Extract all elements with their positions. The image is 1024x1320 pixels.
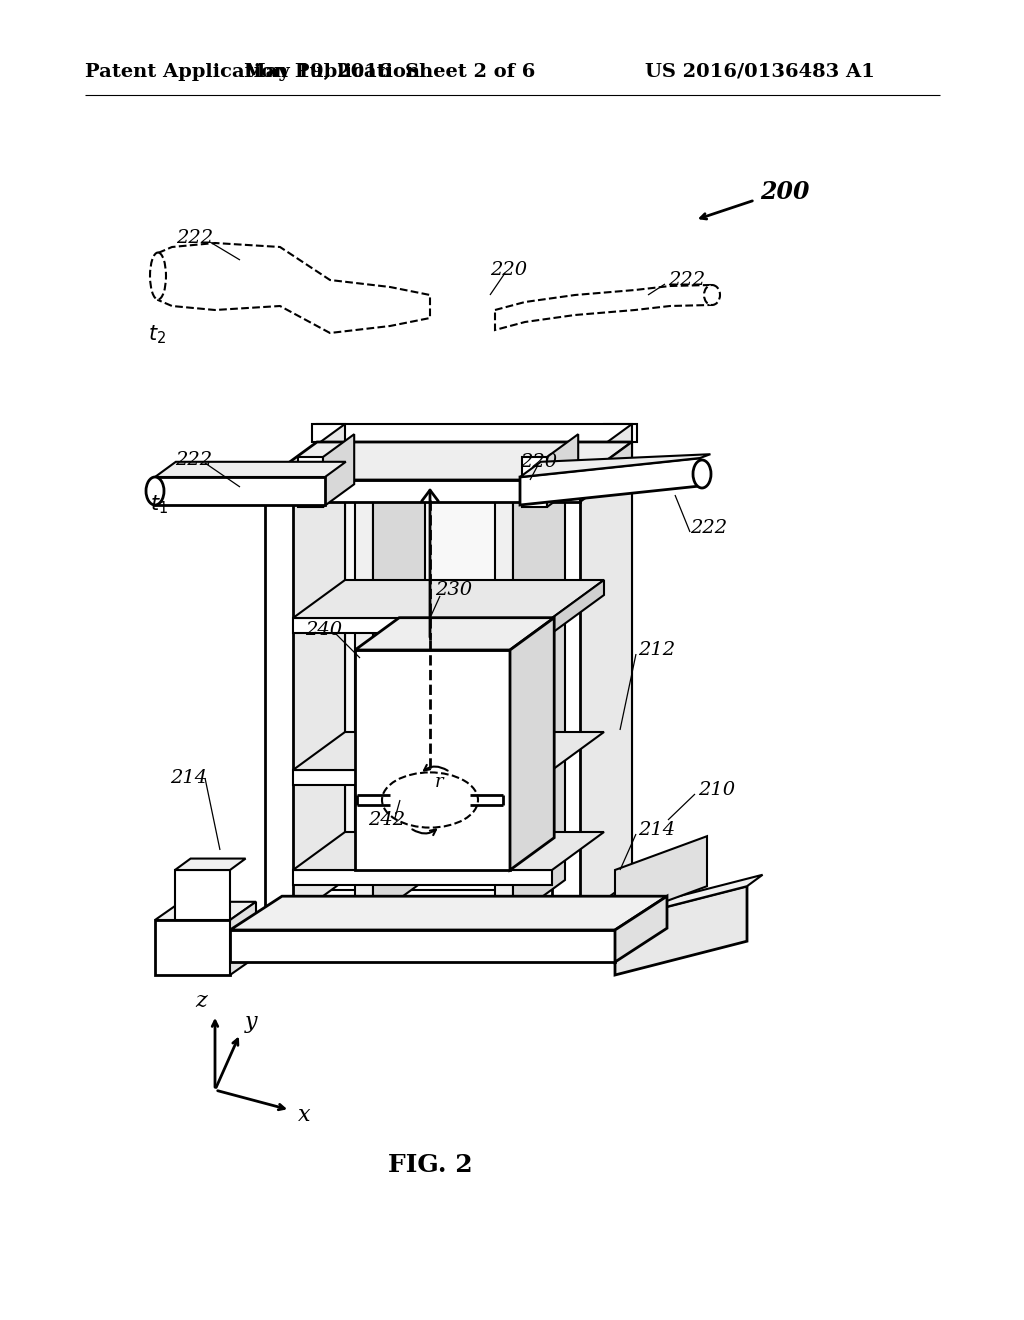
Polygon shape	[293, 770, 552, 785]
Polygon shape	[312, 873, 637, 890]
Polygon shape	[293, 832, 604, 870]
Text: 220: 220	[490, 261, 527, 279]
Polygon shape	[520, 454, 711, 477]
Polygon shape	[580, 424, 632, 917]
Polygon shape	[317, 424, 345, 880]
Polygon shape	[265, 442, 632, 480]
Polygon shape	[580, 442, 632, 502]
Polygon shape	[230, 931, 615, 962]
Polygon shape	[345, 424, 604, 880]
Polygon shape	[495, 482, 513, 917]
Text: 240: 240	[305, 620, 342, 639]
Text: 214: 214	[170, 770, 207, 787]
Polygon shape	[604, 424, 632, 880]
Polygon shape	[615, 896, 667, 962]
Polygon shape	[615, 886, 746, 975]
Polygon shape	[522, 457, 547, 507]
Polygon shape	[155, 920, 230, 975]
Text: z: z	[195, 990, 207, 1012]
Text: 212: 212	[638, 642, 675, 659]
Ellipse shape	[693, 459, 711, 488]
Polygon shape	[265, 480, 580, 502]
Polygon shape	[495, 285, 710, 330]
Text: x: x	[298, 1104, 310, 1126]
Polygon shape	[265, 462, 293, 917]
Polygon shape	[175, 858, 246, 870]
Polygon shape	[293, 733, 604, 770]
Polygon shape	[373, 444, 425, 917]
Polygon shape	[230, 896, 667, 931]
Text: y: y	[245, 1011, 258, 1032]
Text: 222: 222	[175, 451, 212, 469]
Polygon shape	[293, 870, 552, 884]
Polygon shape	[293, 618, 552, 634]
Polygon shape	[230, 902, 256, 975]
Polygon shape	[513, 444, 565, 917]
Polygon shape	[298, 457, 323, 507]
Polygon shape	[323, 434, 354, 507]
Polygon shape	[312, 424, 637, 442]
Polygon shape	[293, 579, 604, 618]
Text: 214: 214	[638, 821, 675, 840]
Text: 230: 230	[435, 581, 472, 599]
Ellipse shape	[150, 252, 166, 300]
Text: May 19, 2016  Sheet 2 of 6: May 19, 2016 Sheet 2 of 6	[245, 63, 536, 81]
Text: 242: 242	[368, 810, 406, 829]
Polygon shape	[552, 462, 580, 917]
Text: US 2016/0136483 A1: US 2016/0136483 A1	[645, 63, 874, 81]
Text: 220: 220	[520, 453, 557, 471]
Polygon shape	[158, 243, 430, 333]
Text: 210: 210	[698, 781, 735, 799]
Text: 222: 222	[690, 519, 727, 537]
Polygon shape	[510, 618, 554, 870]
Polygon shape	[355, 618, 554, 649]
Polygon shape	[615, 836, 707, 920]
Polygon shape	[520, 458, 700, 506]
Text: 200: 200	[760, 180, 810, 205]
Ellipse shape	[705, 285, 720, 305]
Text: 222: 222	[176, 228, 213, 247]
Text: r: r	[435, 774, 443, 791]
Polygon shape	[155, 477, 325, 506]
Ellipse shape	[382, 772, 478, 828]
Polygon shape	[355, 482, 373, 917]
Text: $t_1$: $t_1$	[150, 494, 168, 516]
Text: $t_2$: $t_2$	[148, 323, 166, 346]
Polygon shape	[547, 434, 579, 507]
Polygon shape	[355, 649, 510, 870]
Text: 222: 222	[668, 271, 706, 289]
Text: Patent Application Publication: Patent Application Publication	[85, 63, 420, 81]
Polygon shape	[615, 875, 763, 920]
Polygon shape	[293, 424, 345, 917]
Polygon shape	[175, 870, 230, 920]
Polygon shape	[155, 902, 256, 920]
Text: FIG. 2: FIG. 2	[388, 1152, 472, 1177]
Ellipse shape	[146, 477, 164, 506]
Polygon shape	[155, 462, 346, 477]
Polygon shape	[552, 579, 604, 634]
